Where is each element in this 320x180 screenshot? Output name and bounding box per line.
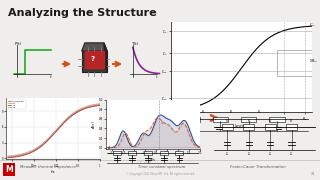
Bar <box>269 117 284 122</box>
Text: $R_2$: $R_2$ <box>247 117 252 125</box>
Legend: Tc,Rjunction, Tc,j1, Tc,j2, Tc,j3: Tc,Rjunction, Tc,j1, Tc,j2, Tc,j3 <box>7 99 26 109</box>
Text: $R_1$: $R_1$ <box>225 117 230 125</box>
Bar <box>241 117 256 122</box>
Text: Ambient: Ambient <box>178 122 190 126</box>
Text: $Z_0$: $Z_0$ <box>107 144 112 152</box>
Polygon shape <box>82 43 107 51</box>
Text: $C_2$: $C_2$ <box>247 151 252 158</box>
Bar <box>265 124 276 130</box>
Text: Foster-Cauer Transformation: Foster-Cauer Transformation <box>230 165 286 169</box>
FancyBboxPatch shape <box>3 163 15 176</box>
Bar <box>213 117 228 122</box>
Text: $\Delta_{opt}$: $\Delta_{opt}$ <box>161 119 168 126</box>
X-axis label: Junction: Junction <box>234 124 249 128</box>
Bar <box>244 124 254 130</box>
Polygon shape <box>85 51 104 68</box>
Text: $R_2$: $R_2$ <box>201 108 206 116</box>
Text: $R_1$: $R_1$ <box>172 108 178 116</box>
Polygon shape <box>82 51 107 72</box>
Text: $C_4$: $C_4$ <box>290 151 294 158</box>
Bar <box>185 117 200 122</box>
Bar <box>144 151 152 155</box>
Y-axis label: $A(\tau)$: $A(\tau)$ <box>90 120 97 129</box>
Text: $R_3$: $R_3$ <box>268 117 273 125</box>
Text: $C_{th} = 1/R_{th}$: $C_{th} = 1/R_{th}$ <box>139 160 153 167</box>
Text: 21: 21 <box>310 172 315 176</box>
Bar <box>128 151 136 155</box>
Bar <box>222 124 233 130</box>
Bar <box>160 151 168 155</box>
Text: M: M <box>5 165 13 174</box>
Text: $C_{th}$: $C_{th}$ <box>309 21 316 29</box>
Text: $R_4$: $R_4$ <box>290 117 294 125</box>
Text: t: t <box>156 75 158 79</box>
Bar <box>286 124 297 130</box>
Text: t: t <box>50 75 52 79</box>
X-axis label: $\tau$/s: $\tau$/s <box>149 156 156 163</box>
Text: T(t): T(t) <box>131 42 139 46</box>
Bar <box>277 50 312 76</box>
Text: Analyzing the Structure: Analyzing the Structure <box>8 8 156 18</box>
Text: © Copyright 2021 Maya RTI, Ltd. All rights reserved.: © Copyright 2021 Maya RTI, Ltd. All righ… <box>125 172 195 176</box>
Text: $C_1$: $C_1$ <box>225 151 230 158</box>
Text: $R_4$: $R_4$ <box>257 108 262 116</box>
Text: Time constant spectrum: Time constant spectrum <box>138 165 186 169</box>
Text: $C_3$: $C_3$ <box>268 151 273 158</box>
Polygon shape <box>104 43 107 72</box>
Text: ?: ? <box>91 57 95 62</box>
Bar <box>175 151 183 155</box>
Text: $R_3$: $R_3$ <box>229 108 234 116</box>
X-axis label: t/s: t/s <box>51 170 55 174</box>
Text: P(t): P(t) <box>15 42 22 46</box>
Text: Measure thermal impedance: Measure thermal impedance <box>20 165 76 169</box>
Bar <box>113 151 121 155</box>
Text: $\Sigma R_{th}$: $\Sigma R_{th}$ <box>309 57 318 65</box>
